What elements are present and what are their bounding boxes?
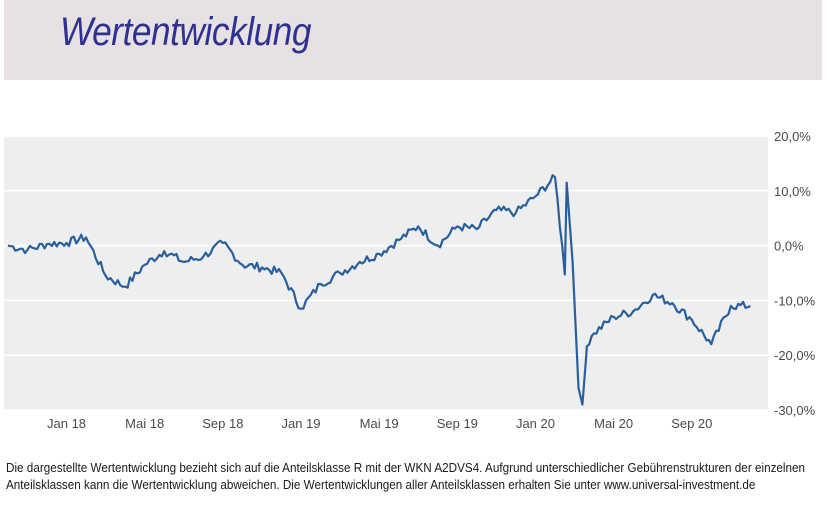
x-tick-label: Jan 19 xyxy=(281,416,320,431)
y-tick-label: 0,0% xyxy=(774,239,804,254)
y-tick-label: 10,0% xyxy=(774,184,811,199)
x-tick-label: Sep 20 xyxy=(671,416,712,431)
x-tick-label: Mai 20 xyxy=(594,416,633,431)
y-tick-label: -20,0% xyxy=(774,348,816,363)
y-tick-label: -10,0% xyxy=(774,293,816,308)
page-title: Wertentwicklung xyxy=(60,10,311,54)
performance-line xyxy=(7,174,751,406)
x-tick-label: Jan 20 xyxy=(516,416,555,431)
x-tick-label: Mai 19 xyxy=(360,416,399,431)
footnote: Die dargestellte Wertentwicklung bezieht… xyxy=(6,460,806,492)
plot-area xyxy=(4,136,768,410)
x-tick-label: Jan 18 xyxy=(47,416,86,431)
y-tick-label: 20,0% xyxy=(774,129,811,144)
x-tick-label: Sep 18 xyxy=(202,416,243,431)
header-banner: Wertentwicklung xyxy=(4,0,822,80)
performance-chart: 20,0% 10,0% 0,0% -10,0% -20,0% -30,0% Jan 18 Ma… xyxy=(4,129,816,431)
y-tick-label: -30,0% xyxy=(774,403,816,418)
x-tick-label: Mai 18 xyxy=(125,416,164,431)
x-tick-label: Sep 19 xyxy=(437,416,478,431)
